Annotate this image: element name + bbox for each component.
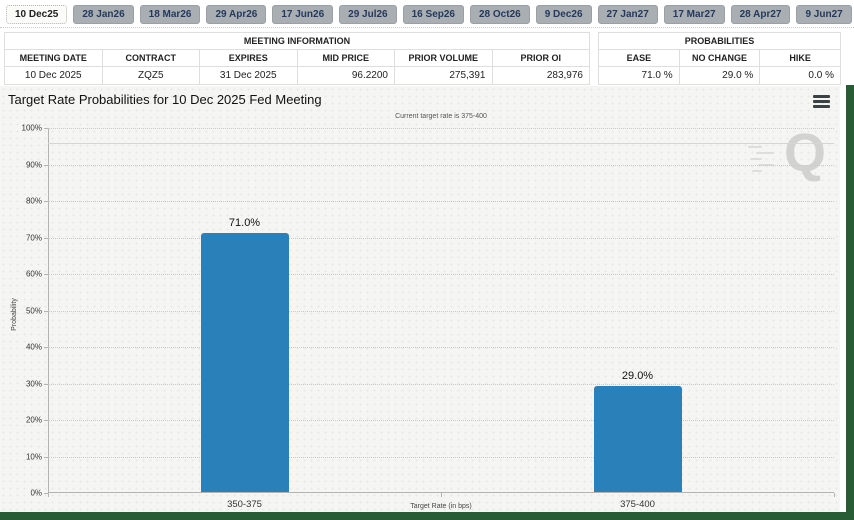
column-header: EXPIRES xyxy=(199,49,298,67)
probability-bar-375-400[interactable] xyxy=(593,386,682,492)
y-tick-label: 30% xyxy=(25,379,42,388)
meeting-tab-10[interactable]: 17 Mar27 xyxy=(663,5,725,24)
frame-border-right xyxy=(846,85,854,520)
y-tick xyxy=(44,383,48,385)
x-category-label: 375-400 xyxy=(620,499,655,510)
x-category-label: 350-375 xyxy=(227,499,262,510)
table-cell: 275,391 xyxy=(394,66,493,85)
table-cell: 31 Dec 2025 xyxy=(199,66,298,85)
y-tick-label: 20% xyxy=(25,415,42,425)
table-group-header: PROBABILITIES xyxy=(598,32,841,50)
y-tick-label: 0% xyxy=(30,488,42,498)
gridline xyxy=(48,347,834,348)
chart-title: Target Rate Probabilities for 10 Dec 202… xyxy=(8,92,322,107)
gridline xyxy=(48,164,834,166)
x-tick xyxy=(834,493,835,497)
x-axis-line xyxy=(48,492,834,493)
probabilities-table: PROBABILITIES EASE NO CHANGE HIKE 71.0 % 29.0… xyxy=(598,32,841,85)
meeting-tab-11[interactable]: 28 Apr27 xyxy=(730,5,791,24)
gridline xyxy=(48,201,834,202)
meeting-info-table: MEETING INFORMATION MEETING DATE CONTRACT E… xyxy=(4,32,590,85)
column-header: EASE xyxy=(598,49,680,67)
y-tick-label: 60% xyxy=(25,269,42,279)
meeting-tab-5[interactable]: 29 Jul26 xyxy=(339,5,397,24)
y-tick-label: 100% xyxy=(21,123,42,133)
meeting-tab-7[interactable]: 28 Oct26 xyxy=(470,5,530,24)
y-tick xyxy=(44,420,48,421)
table-cell: ZQZ5 xyxy=(101,66,200,85)
y-axis-title: Probability xyxy=(10,298,18,331)
gridline xyxy=(48,128,834,129)
probability-bar-350-375[interactable] xyxy=(200,232,289,492)
meeting-tab-12[interactable]: 9 Jun27 xyxy=(796,5,852,24)
y-tick xyxy=(44,456,48,458)
y-tick xyxy=(44,201,48,202)
gridline xyxy=(48,274,834,275)
bar-chart-plot-area: 0% 10% 20% 30% 40% 50% 60% 70% 80% 90% 100% 71.0% 35… xyxy=(22,124,835,510)
gridline xyxy=(48,420,834,421)
column-header: MID PRICE xyxy=(296,49,395,67)
column-header: CONTRACT xyxy=(101,49,200,67)
reference-line xyxy=(48,142,834,144)
meeting-tab-2[interactable]: 18 Mar26 xyxy=(139,5,201,24)
column-header: PRIOR OI xyxy=(491,49,590,67)
y-tick-label: 80% xyxy=(25,196,42,206)
meeting-tab-1[interactable]: 28 Jan26 xyxy=(73,5,134,24)
column-header: HIKE xyxy=(759,49,841,67)
quikstrike-q-watermark: Q xyxy=(783,123,826,183)
current-target-rate-annotation: Current target rate is 375-400 xyxy=(395,113,487,120)
y-tick xyxy=(44,310,48,312)
meeting-tab-8[interactable]: 9 Dec26 xyxy=(535,5,592,24)
y-tick-label: 70% xyxy=(25,233,42,242)
gridline xyxy=(48,383,834,385)
y-tick-label: 50% xyxy=(25,306,42,315)
y-tick xyxy=(44,274,48,275)
column-header: NO CHANGE xyxy=(678,49,761,67)
y-tick-label: 40% xyxy=(25,342,42,352)
column-header: PRIOR VOLUME xyxy=(394,49,493,67)
x-axis-title: Target Rate (in bps) xyxy=(410,503,472,510)
meeting-tab-3[interactable]: 29 Apr26 xyxy=(206,5,267,24)
y-tick xyxy=(44,128,48,129)
table-row: 10 Dec 2025 ZQZ5 31 Dec 2025 96.2200 275,391… xyxy=(4,66,590,85)
frame-border-bottom xyxy=(0,512,854,520)
y-tick xyxy=(44,493,48,494)
y-tick xyxy=(44,164,48,166)
table-cell: 29.0 % xyxy=(678,66,761,85)
gridline xyxy=(48,456,834,458)
bar-value-label: 29.0% xyxy=(621,370,654,383)
table-group-header: MEETING INFORMATION xyxy=(4,32,590,50)
table-cell: 283,976 xyxy=(491,66,590,85)
table-cell: 0.0 % xyxy=(759,66,841,85)
chart-menu-hamburger-icon[interactable] xyxy=(813,95,830,108)
meeting-tab-0[interactable]: 10 Dec25 xyxy=(6,5,68,24)
chart-panel: Target Rate Probabilities for 10 Dec 202… xyxy=(0,86,840,512)
meeting-tab-4[interactable]: 17 Jun26 xyxy=(272,5,334,24)
x-tick xyxy=(48,493,49,497)
table-cell: 10 Dec 2025 xyxy=(4,66,103,85)
table-row: 71.0 % 29.0 % 0.0 % xyxy=(598,66,841,85)
table-cell: 71.0 % xyxy=(598,66,680,85)
y-tick xyxy=(44,237,48,239)
y-tick xyxy=(44,347,48,348)
tables-row: MEETING INFORMATION MEETING DATE CONTRACT E… xyxy=(0,30,854,86)
y-tick-label: 10% xyxy=(25,452,42,461)
gridline xyxy=(48,237,834,239)
column-header: MEETING DATE xyxy=(4,49,103,67)
meeting-tabbar: 10 Dec25 28 Jan26 18 Mar26 29 Apr26 17 Jun26… xyxy=(0,0,854,28)
table-cell: 96.2200 xyxy=(296,66,395,85)
y-tick-label: 90% xyxy=(25,160,42,169)
meeting-tab-9[interactable]: 27 Jan27 xyxy=(597,5,658,24)
meeting-tab-6[interactable]: 16 Sep26 xyxy=(402,5,464,24)
gridline xyxy=(48,310,834,312)
bar-value-label: 71.0% xyxy=(228,216,261,229)
x-tick xyxy=(441,493,442,497)
